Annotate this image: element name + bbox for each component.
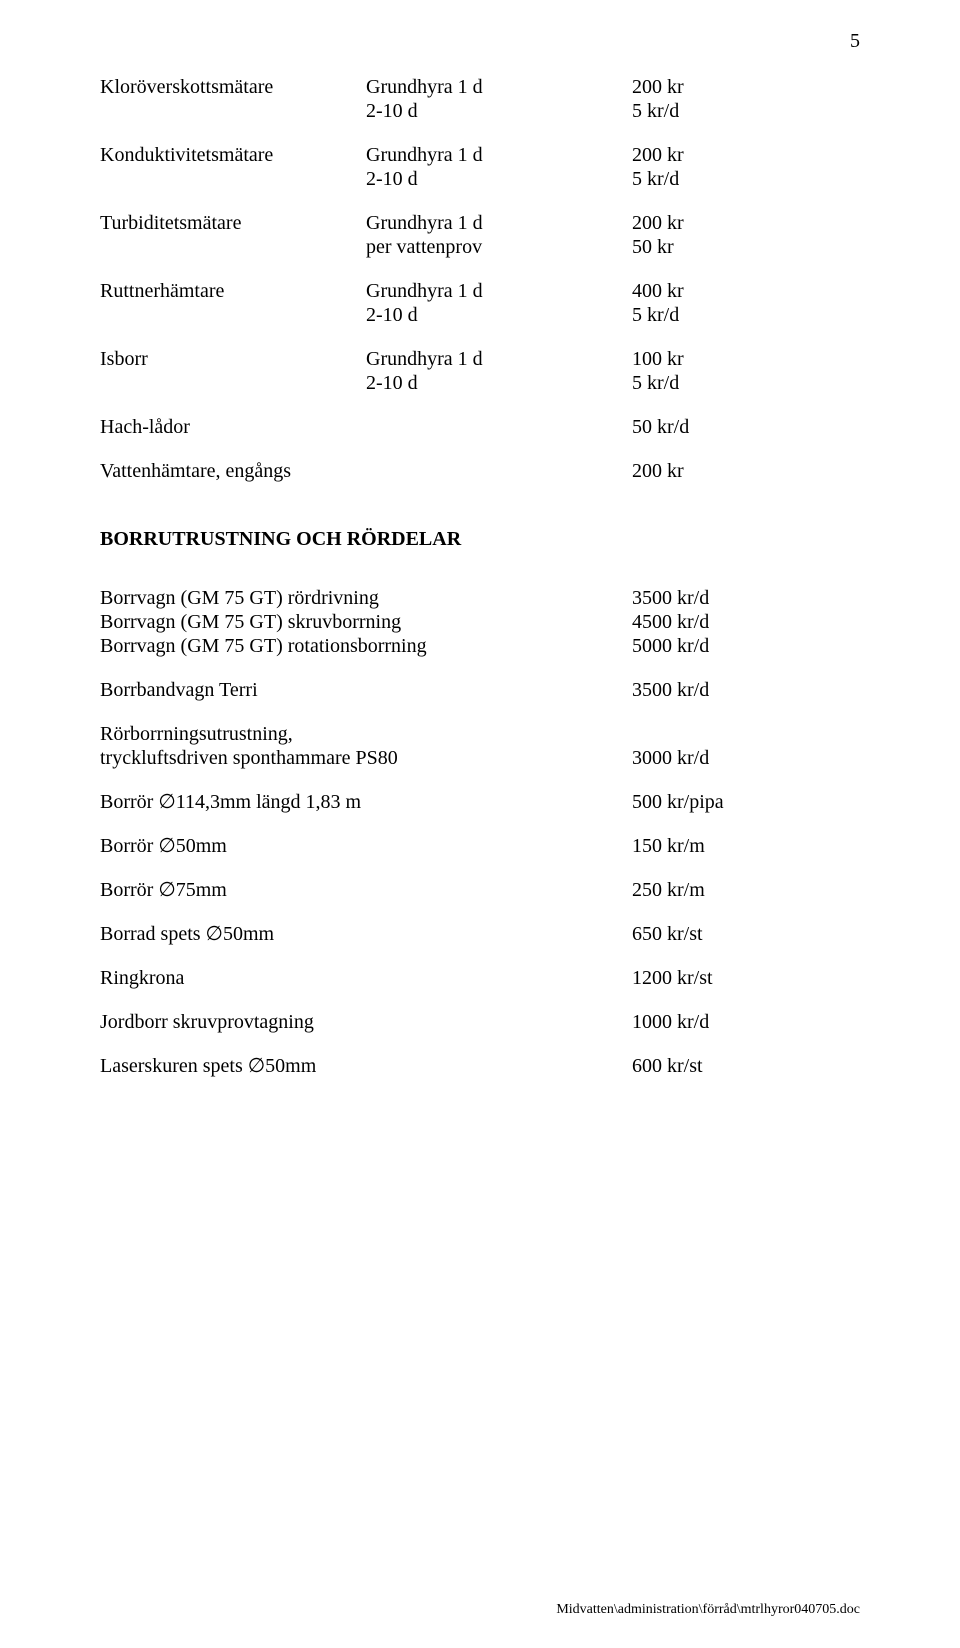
- equip-desc: 2-10 d: [366, 303, 632, 327]
- borr-row: Borrvagn (GM 75 GT) rördrivning 3500 kr/…: [100, 586, 860, 610]
- borr-row: Borrör ∅114,3mm längd 1,83 m 500 kr/pipa: [100, 790, 860, 814]
- borr-key: Rörborrningsutrustning,: [100, 722, 632, 746]
- borr-row: Borrvagn (GM 75 GT) skruvborrning 4500 k…: [100, 610, 860, 634]
- borr-val: 650 kr/st: [632, 922, 860, 946]
- borr-row: tryckluftsdriven sponthammare PS80 3000 …: [100, 746, 860, 770]
- equip-val: 5 kr/d: [632, 167, 860, 191]
- equip-val: 5 kr/d: [632, 99, 860, 123]
- equip-desc: Grundhyra 1 d: [366, 211, 632, 235]
- borr-row: Jordborr skruvprovtagning 1000 kr/d: [100, 1010, 860, 1034]
- equip-row: Konduktivitetsmätare Grundhyra 1 d 200 k…: [100, 143, 860, 167]
- equip-row: Hach-lådor 50 kr/d: [100, 415, 860, 439]
- equip-val: 5 kr/d: [632, 303, 860, 327]
- equip-val: 100 kr: [632, 347, 860, 371]
- equip-desc: 2-10 d: [366, 371, 632, 395]
- equip-desc: 2-10 d: [366, 167, 632, 191]
- blank: [100, 167, 366, 191]
- equip-val: 50 kr/d: [632, 415, 860, 439]
- equip-val: 400 kr: [632, 279, 860, 303]
- blank: [100, 371, 366, 395]
- equip-desc: Grundhyra 1 d: [366, 347, 632, 371]
- blank: [100, 303, 366, 327]
- borr-key: Borrör ∅114,3mm längd 1,83 m: [100, 790, 632, 814]
- borr-val: 5000 kr/d: [632, 634, 860, 658]
- blank: [632, 722, 860, 746]
- equip-desc: Grundhyra 1 d: [366, 143, 632, 167]
- equip-row: 2-10 d 5 kr/d: [100, 167, 860, 191]
- borr-val: 3500 kr/d: [632, 586, 860, 610]
- equipment-table: Kloröverskottsmätare Grundhyra 1 d 200 k…: [100, 75, 860, 483]
- equip-name: Turbiditetsmätare: [100, 211, 366, 235]
- equip-row: 2-10 d 5 kr/d: [100, 303, 860, 327]
- borr-val: 3000 kr/d: [632, 746, 860, 770]
- equip-val: 5 kr/d: [632, 371, 860, 395]
- blank: [100, 99, 366, 123]
- equip-row: Turbiditetsmätare Grundhyra 1 d 200 kr: [100, 211, 860, 235]
- borr-row: Laserskuren spets ∅50mm 600 kr/st: [100, 1054, 860, 1078]
- equip-row: Vattenhämtare, engångs 200 kr: [100, 459, 860, 483]
- borr-val: 600 kr/st: [632, 1054, 860, 1078]
- equip-row: Isborr Grundhyra 1 d 100 kr: [100, 347, 860, 371]
- equip-name: Hach-lådor: [100, 415, 366, 439]
- equip-val: 200 kr: [632, 143, 860, 167]
- equip-name: Konduktivitetsmätare: [100, 143, 366, 167]
- borr-key: tryckluftsdriven sponthammare PS80: [100, 746, 632, 770]
- borr-key: Borrvagn (GM 75 GT) skruvborrning: [100, 610, 632, 634]
- borr-key: Borrad spets ∅50mm: [100, 922, 632, 946]
- equip-name: Vattenhämtare, engångs: [100, 459, 366, 483]
- borr-key: Borrör ∅75mm: [100, 878, 632, 902]
- borr-key: Borrör ∅50mm: [100, 834, 632, 858]
- borr-key: Jordborr skruvprovtagning: [100, 1010, 632, 1034]
- borr-row: Ringkrona 1200 kr/st: [100, 966, 860, 990]
- borr-val: 250 kr/m: [632, 878, 860, 902]
- equip-row: Kloröverskottsmätare Grundhyra 1 d 200 k…: [100, 75, 860, 99]
- equip-name: Isborr: [100, 347, 366, 371]
- borr-row: Borrad spets ∅50mm 650 kr/st: [100, 922, 860, 946]
- borr-key: Borrvagn (GM 75 GT) rotationsborrning: [100, 634, 632, 658]
- equip-name: Kloröverskottsmätare: [100, 75, 366, 99]
- borr-row: Borrör ∅50mm 150 kr/m: [100, 834, 860, 858]
- equip-desc: Grundhyra 1 d: [366, 75, 632, 99]
- section-heading: BORRUTRUSTNING OCH RÖRDELAR: [100, 528, 860, 551]
- borr-val: 500 kr/pipa: [632, 790, 860, 814]
- borr-row: Borrör ∅75mm 250 kr/m: [100, 878, 860, 902]
- borr-val: 3500 kr/d: [632, 678, 860, 702]
- equip-val: 50 kr: [632, 235, 860, 259]
- equip-row: Ruttnerhämtare Grundhyra 1 d 400 kr: [100, 279, 860, 303]
- equip-desc: 2-10 d: [366, 99, 632, 123]
- blank: [366, 415, 632, 439]
- borr-val: 1000 kr/d: [632, 1010, 860, 1034]
- borr-key: Borrbandvagn Terri: [100, 678, 632, 702]
- borr-section: Borrvagn (GM 75 GT) rördrivning 3500 kr/…: [100, 586, 860, 1078]
- borr-row: Rörborrningsutrustning,: [100, 722, 860, 746]
- blank: [366, 459, 632, 483]
- page-container: 5 Kloröverskottsmätare Grundhyra 1 d 200…: [0, 0, 960, 1648]
- equip-val: 200 kr: [632, 75, 860, 99]
- equip-val: 200 kr: [632, 459, 860, 483]
- footer-path: Midvatten\administration\förråd\mtrlhyro…: [556, 1602, 860, 1618]
- borr-val: 1200 kr/st: [632, 966, 860, 990]
- borr-key: Borrvagn (GM 75 GT) rördrivning: [100, 586, 632, 610]
- equip-row: 2-10 d 5 kr/d: [100, 371, 860, 395]
- equip-val: 200 kr: [632, 211, 860, 235]
- equip-row: per vattenprov 50 kr: [100, 235, 860, 259]
- equip-name: Ruttnerhämtare: [100, 279, 366, 303]
- page-number: 5: [850, 30, 860, 53]
- borr-val: 150 kr/m: [632, 834, 860, 858]
- equip-row: 2-10 d 5 kr/d: [100, 99, 860, 123]
- borr-key: Laserskuren spets ∅50mm: [100, 1054, 632, 1078]
- borr-val: 4500 kr/d: [632, 610, 860, 634]
- equip-desc: Grundhyra 1 d: [366, 279, 632, 303]
- borr-row: Borrvagn (GM 75 GT) rotationsborrning 50…: [100, 634, 860, 658]
- borr-key: Ringkrona: [100, 966, 632, 990]
- equip-desc: per vattenprov: [366, 235, 632, 259]
- borr-row: Borrbandvagn Terri 3500 kr/d: [100, 678, 860, 702]
- blank: [100, 235, 366, 259]
